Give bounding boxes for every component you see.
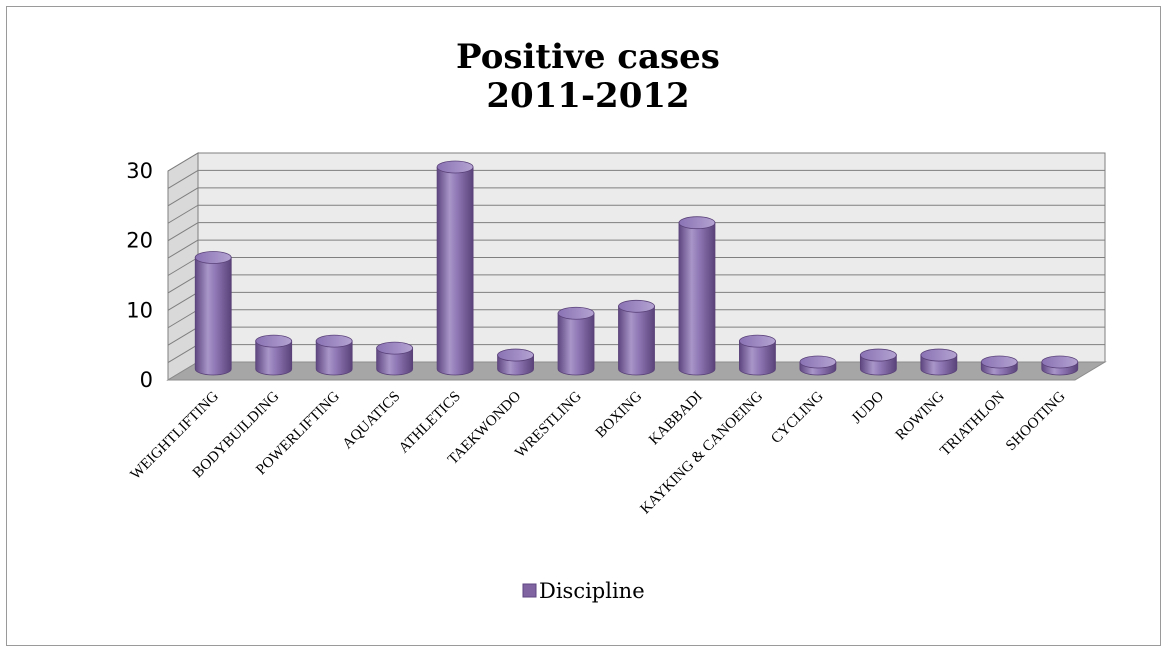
bar: [557, 306, 595, 376]
gridline-side: [167, 344, 199, 364]
chart-title-line-1: Positive cases: [456, 37, 720, 77]
x-tick-label: CYCLING: [768, 388, 827, 447]
bar-top: [980, 355, 1018, 369]
bar: [436, 160, 474, 376]
bar-body: [557, 312, 595, 376]
x-tick-label: KABBADI: [646, 389, 706, 449]
bar-top: [618, 299, 655, 313]
bar: [859, 348, 897, 376]
x-tick-label: TRIATHLON: [937, 388, 1008, 459]
gridline-side: [167, 239, 199, 259]
bar: [739, 334, 776, 376]
bar: [920, 348, 958, 376]
bar: [376, 341, 414, 376]
bar-top: [920, 348, 958, 362]
y-axis-ticks: 0 10 20 30: [126, 159, 153, 392]
bar-body: [315, 340, 353, 376]
bar-body: [678, 222, 716, 376]
bar-top: [376, 341, 414, 355]
x-tick-label: JUDO: [849, 388, 888, 427]
bar-top: [315, 334, 353, 348]
bar-top: [194, 251, 232, 264]
gridline-side: [167, 326, 199, 346]
bar-top: [255, 334, 293, 348]
bar: [194, 251, 232, 376]
bar-body: [618, 305, 655, 376]
x-tick-label: AQUATICS: [340, 389, 404, 453]
gridline-side: [167, 187, 199, 207]
x-tick-label: KAYKING & CANOEING: [637, 388, 766, 517]
bar-top: [799, 355, 837, 369]
bar-top: [497, 348, 534, 362]
gridline-side: [167, 257, 199, 276]
bar-body: [739, 340, 776, 376]
gridline-side: [167, 152, 199, 172]
bar-series-discipline: [194, 160, 1079, 376]
bar-top: [557, 306, 595, 320]
bar: [315, 334, 353, 376]
bar-body: [376, 347, 414, 376]
bar: [980, 355, 1018, 376]
bar: [1041, 355, 1079, 376]
bar-top: [1041, 355, 1079, 369]
y-tick-label: 20: [126, 229, 153, 253]
bar-body: [436, 166, 474, 376]
bar: [618, 299, 655, 376]
gridline-side: [167, 204, 199, 224]
bar-top: [678, 216, 716, 230]
gridline-side: [167, 309, 199, 329]
x-tick-label: ROWING: [893, 388, 948, 443]
gridline-side: [167, 222, 199, 242]
x-tick-label: SHOOTING: [1003, 388, 1069, 454]
chart-title-line-2: 2011-2012: [486, 76, 689, 116]
bar: [799, 355, 837, 376]
bar-body: [255, 340, 293, 376]
y-tick-label: 0: [140, 368, 153, 392]
x-axis-ticks: WEIGHTLIFTINGBODYBUILDINGPOWERLIFTINGAQU…: [128, 388, 1069, 517]
bar-top: [436, 160, 474, 174]
bar-top: [739, 334, 776, 348]
y-tick-label: 30: [126, 159, 153, 183]
bar-top: [859, 348, 897, 362]
bar-body: [194, 257, 232, 376]
legend-label: Discipline: [539, 579, 645, 603]
bar: [255, 334, 293, 376]
legend: Discipline: [522, 579, 645, 603]
gridline-side: [167, 291, 199, 311]
gridline-side: [167, 274, 199, 294]
x-tick-label: ATHLETICS: [396, 389, 464, 457]
bar: [678, 216, 716, 376]
x-tick-label: BOXING: [593, 388, 646, 441]
y-tick-label: 10: [126, 298, 153, 322]
gridline-side: [167, 169, 199, 189]
bar: [497, 348, 534, 376]
legend-swatch: [522, 583, 537, 598]
